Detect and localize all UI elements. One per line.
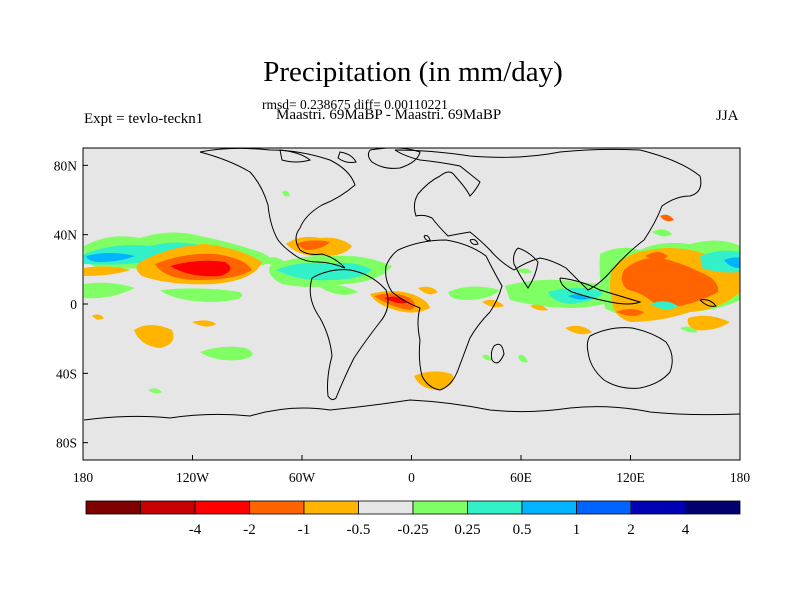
anomaly-region	[565, 325, 592, 335]
lon-tick-label: 180	[730, 470, 751, 485]
colorbar-swatch	[249, 500, 305, 515]
colorbar: -4 -2 -1 -0.5 -0.25 0.25 0.5 1 2 4	[85, 500, 741, 538]
anomaly-region	[418, 286, 438, 295]
anomaly-region	[482, 354, 492, 361]
coastline-north-america	[199, 148, 356, 269]
anomaly-region	[414, 371, 454, 390]
lon-tick-label: 120E	[616, 470, 645, 485]
coastline-australia	[586, 327, 673, 389]
coastline-madagascar	[490, 343, 505, 364]
coastline-south-america	[309, 269, 389, 401]
coastline-greenland	[367, 148, 421, 169]
colorbar-swatch	[521, 500, 577, 515]
anomaly-region	[680, 326, 698, 333]
anomaly-region	[160, 288, 243, 302]
latitude-axis: 80N 40N 0 40S 80S	[54, 158, 88, 451]
anomaly-region	[84, 282, 135, 299]
colorbar-label: -4	[189, 522, 202, 538]
plot-title: Precipitation (in mm/day)	[263, 56, 563, 88]
precipitation-anomaly-layer	[84, 190, 740, 394]
colorbar-swatch	[630, 500, 686, 515]
colorbar-swatch	[140, 500, 196, 515]
coastline-arctic-islands	[337, 151, 357, 163]
anomaly-region	[282, 190, 290, 197]
lat-tick-label: 0	[70, 297, 77, 312]
coastline-arctic-islands	[279, 149, 312, 163]
colorbar-label: 0.5	[513, 522, 532, 538]
stats-line: rmsd= 0.238675 diff= 0.00110221	[262, 97, 448, 112]
lon-tick-label: 120W	[176, 470, 209, 485]
anomaly-region	[616, 309, 644, 316]
colorbar-label: -0.5	[347, 522, 371, 538]
lon-tick-label: 180	[73, 470, 94, 485]
anomaly-region	[148, 388, 162, 394]
anomaly-region	[448, 286, 500, 300]
season-label: JJA	[716, 108, 739, 124]
coastlines	[83, 148, 740, 421]
lat-tick-label: 80S	[56, 436, 77, 451]
anomaly-region	[530, 304, 548, 311]
colorbar-swatch	[576, 500, 632, 515]
anomaly-region	[687, 315, 730, 331]
coastline-africa	[385, 239, 503, 391]
anomaly-region	[86, 253, 135, 262]
coastline-islands	[469, 239, 479, 245]
colorbar-label: 1	[573, 522, 581, 538]
colorbar-swatch	[685, 500, 741, 515]
anomaly-region	[516, 268, 532, 274]
anomaly-region	[134, 325, 174, 348]
lon-tick-label: 60E	[510, 470, 532, 485]
anomaly-region	[645, 252, 668, 260]
colorbar-label: 0.25	[454, 522, 480, 538]
experiment-label: Expt = tevlo-teckn1	[84, 111, 204, 127]
lon-tick-label: 60W	[289, 470, 316, 485]
anomaly-region	[700, 250, 740, 273]
lat-tick-label: 80N	[54, 158, 78, 173]
anomaly-region	[724, 257, 740, 268]
coastline-islands	[423, 235, 431, 241]
anomaly-region	[650, 301, 678, 310]
lat-tick-label: 40S	[56, 366, 77, 381]
colorbar-label: 4	[682, 522, 690, 538]
anomaly-region	[192, 320, 216, 327]
anomaly-region	[660, 214, 674, 222]
coastline-india	[513, 247, 539, 289]
coastline-antarctica	[83, 399, 740, 421]
lat-tick-label: 40N	[54, 228, 78, 243]
colorbar-label: 2	[627, 522, 635, 538]
lon-tick-label: 0	[408, 470, 415, 485]
colorbar-swatch	[194, 500, 250, 515]
coastline-islands	[699, 299, 717, 307]
anomaly-region	[318, 284, 358, 295]
coastline-eurasia	[394, 148, 702, 291]
anomaly-region	[384, 296, 408, 304]
colorbar-swatch	[85, 500, 141, 515]
anomaly-region	[84, 266, 130, 276]
anomaly-region	[482, 299, 504, 308]
colorbar-swatch	[303, 500, 359, 515]
anomaly-region	[296, 240, 330, 250]
anomaly-region	[621, 257, 719, 308]
colorbar-swatch	[467, 500, 523, 515]
anomaly-region	[200, 346, 253, 361]
colorbar-label: -0.25	[397, 522, 428, 538]
anomaly-region	[92, 314, 104, 320]
anomaly-region	[170, 260, 231, 277]
coastline-southeast-asia	[559, 277, 642, 305]
comparison-subtitle: Maastri. 69MaBP - Maastri. 69MaBP	[276, 107, 502, 123]
longitude-axis: 180 120W 60W 0 60E 120E 180	[73, 455, 751, 485]
colorbar-swatch	[358, 500, 414, 515]
colorbar-swatch	[412, 500, 468, 515]
anomaly-region	[518, 354, 528, 363]
colorbar-label: -2	[243, 522, 256, 538]
colorbar-label: -1	[298, 522, 311, 538]
anomaly-region	[276, 262, 372, 281]
anomaly-region	[568, 294, 592, 300]
anomaly-region	[652, 229, 672, 237]
